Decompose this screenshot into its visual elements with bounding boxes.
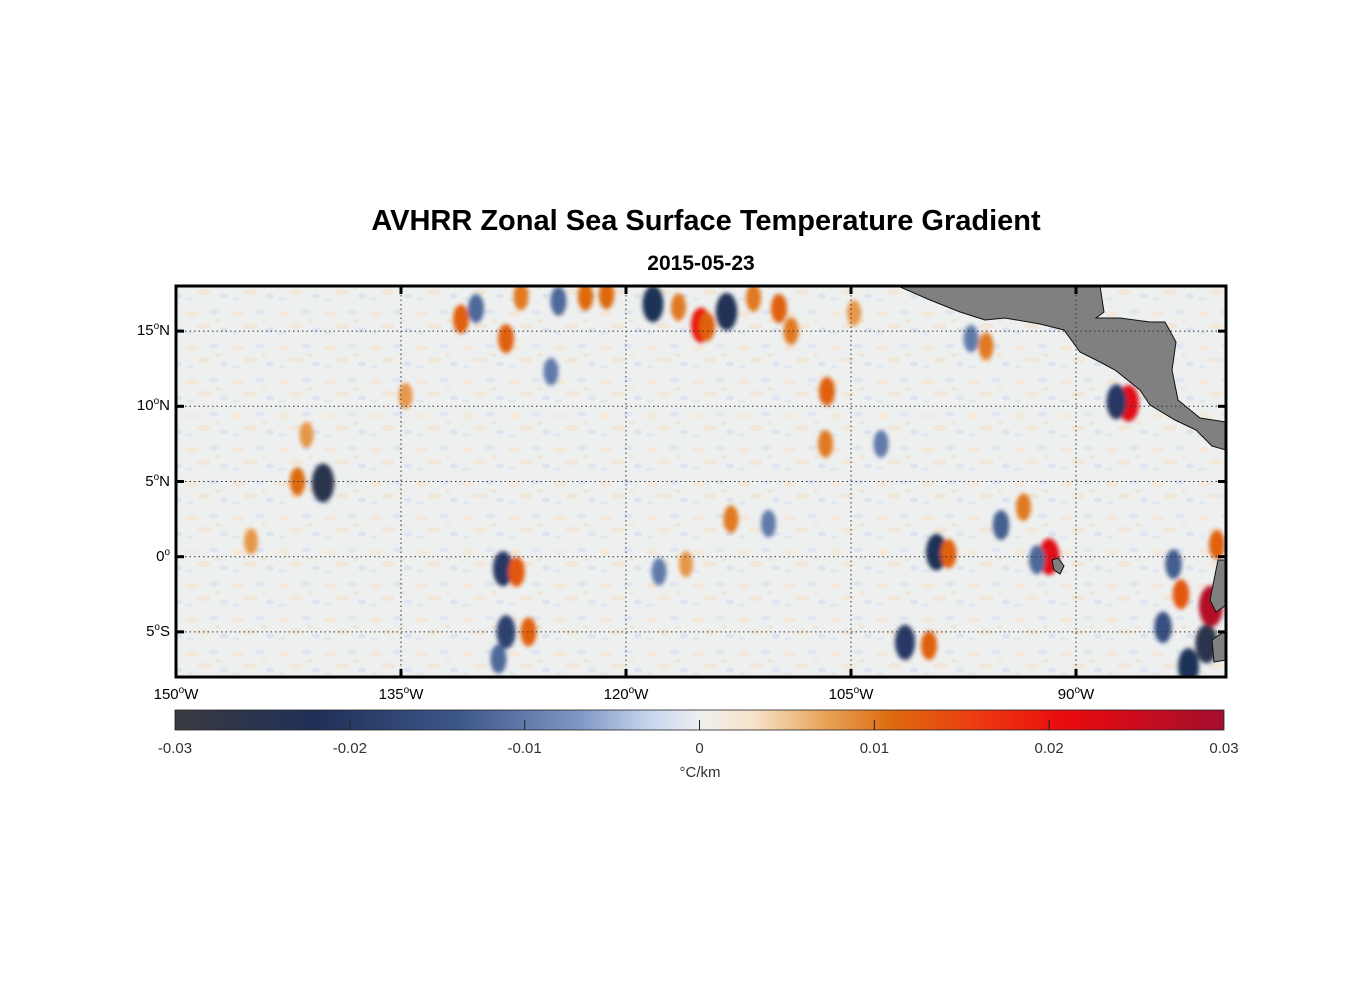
positive-gradient-patch	[723, 505, 739, 533]
negative-gradient-patch	[311, 463, 335, 503]
positive-gradient-patch	[1209, 530, 1225, 560]
colorbar-tick-label: 0	[695, 740, 704, 757]
negative-gradient-patch	[642, 286, 664, 323]
negative-gradient-patch	[1178, 648, 1199, 677]
latitude-label: 0o	[156, 546, 170, 565]
colorbar-tick-label: -0.03	[157, 740, 193, 757]
negative-gradient-patch	[715, 292, 738, 331]
positive-gradient-patch	[577, 286, 594, 311]
negative-gradient-patch	[1029, 545, 1045, 575]
negative-gradient-patch	[550, 286, 567, 316]
positive-gradient-patch	[513, 286, 529, 311]
negative-gradient-patch	[468, 293, 484, 324]
negative-gradient-patch	[895, 624, 915, 661]
positive-gradient-patch	[598, 286, 615, 310]
positive-gradient-patch	[921, 630, 937, 660]
colorbar-tick-label: 0.01	[859, 740, 889, 757]
positive-gradient-patch	[746, 286, 761, 312]
colorbar-tick-label: -0.01	[507, 740, 542, 757]
negative-gradient-patch	[1165, 549, 1182, 580]
colorbar-unit: °C/km	[679, 764, 721, 781]
positive-gradient-patch	[771, 293, 787, 324]
map-subtitle: 2015-05-23	[647, 252, 755, 275]
positive-gradient-patch	[978, 332, 994, 360]
positive-gradient-patch	[783, 317, 799, 345]
longitude-label: 90oW	[1057, 685, 1095, 703]
negative-gradient-patch	[761, 509, 776, 538]
positive-gradient-patch	[1172, 579, 1190, 610]
positive-gradient-patch	[508, 556, 525, 587]
latitude-label: 15oN	[136, 321, 170, 340]
positive-gradient-patch	[498, 324, 514, 354]
longitude-label: 135oW	[378, 685, 424, 703]
negative-gradient-patch	[490, 644, 507, 674]
negative-gradient-patch	[651, 557, 667, 586]
positive-gradient-patch	[847, 300, 861, 327]
positive-gradient-patch	[818, 430, 833, 458]
colorbar-tick-label: -0.02	[332, 740, 367, 757]
negative-gradient-patch	[873, 430, 889, 458]
negative-gradient-patch	[1154, 611, 1172, 644]
negative-gradient-patch	[963, 324, 979, 353]
positive-gradient-patch	[1016, 493, 1031, 521]
latitude-label: 5oS	[146, 621, 170, 640]
positive-gradient-patch	[244, 528, 258, 555]
positive-gradient-patch	[699, 312, 715, 342]
map-field	[176, 286, 1226, 677]
positive-gradient-patch	[940, 539, 957, 569]
colorbar-tick-label: 0.02	[1034, 740, 1064, 757]
negative-gradient-patch	[1195, 624, 1218, 664]
map-title: AVHRR Zonal Sea Surface Temperature Grad…	[371, 205, 1041, 237]
frame-ticks	[174, 286, 1226, 677]
positive-gradient-patch	[819, 376, 835, 406]
negative-gradient-patch	[1106, 384, 1127, 420]
positive-gradient-patch	[299, 421, 314, 448]
longitude-label: 120oW	[603, 685, 649, 703]
negative-gradient-patch	[493, 551, 513, 587]
colorbar-tick-label: 0.03	[1209, 740, 1239, 757]
positive-gradient-patch	[671, 293, 686, 321]
positive-gradient-patch	[679, 551, 693, 578]
positive-gradient-patch	[453, 304, 469, 334]
latitude-label: 10oN	[136, 396, 170, 415]
negative-gradient-patch	[992, 510, 1010, 541]
longitude-label: 150oW	[153, 685, 199, 703]
positive-gradient-patch	[398, 382, 413, 409]
latitude-label: 5oN	[145, 471, 170, 490]
longitude-label: 105oW	[828, 685, 874, 703]
land-mass	[897, 286, 1226, 663]
colorbar-ticks	[349, 720, 1050, 730]
negative-gradient-patch	[543, 357, 559, 386]
